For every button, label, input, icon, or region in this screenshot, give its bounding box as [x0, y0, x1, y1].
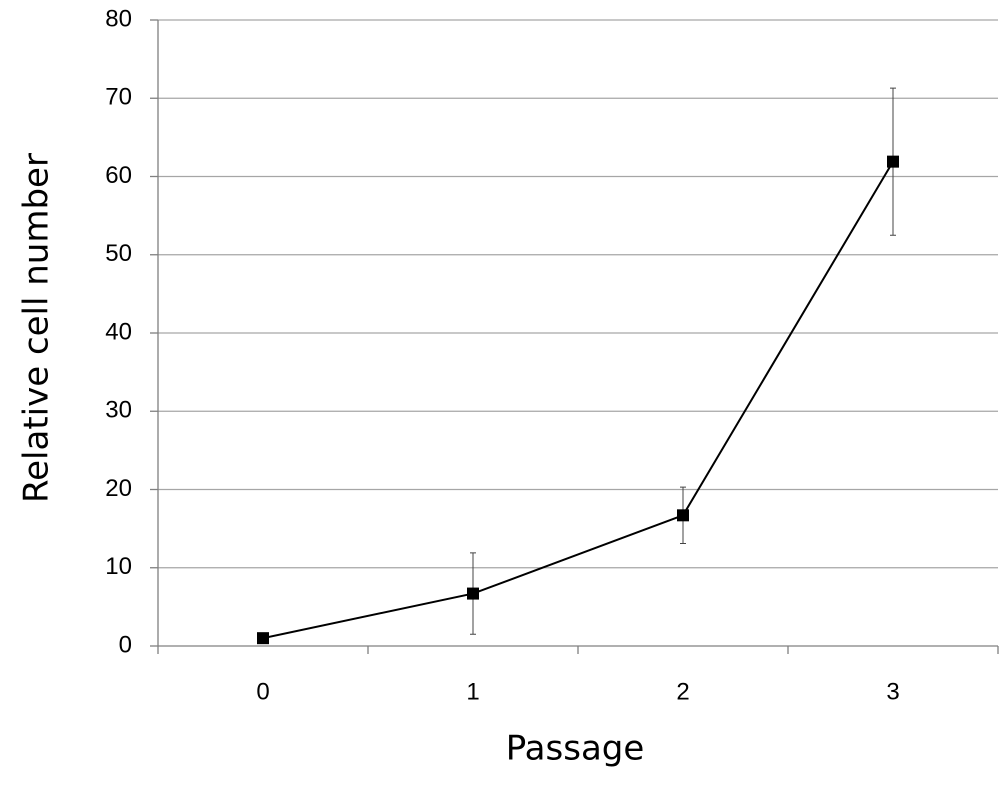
x-tick-label: 0	[256, 678, 269, 705]
y-tick-label: 70	[105, 84, 132, 111]
y-tick-label: 60	[105, 162, 132, 189]
y-tick-label: 20	[105, 475, 132, 502]
point-marker	[467, 587, 479, 600]
y-tick-label: 50	[105, 240, 132, 267]
y-tick-label: 0	[119, 631, 132, 658]
x-tick-label: 3	[886, 678, 899, 705]
x-tick-label: 2	[676, 678, 689, 705]
y-axis-label: Relative cell number	[17, 153, 57, 503]
point-marker	[677, 509, 689, 522]
y-tick-label: 80	[105, 5, 132, 32]
series-line	[262, 161, 894, 640]
y-tick-label: 40	[105, 318, 132, 345]
point-marker	[887, 155, 899, 168]
y-tick-label: 30	[105, 397, 132, 424]
point-marker	[257, 632, 269, 645]
y-tick-label: 10	[105, 553, 132, 580]
x-axis-label: Passage	[506, 729, 645, 769]
x-tick-label: 1	[466, 678, 479, 705]
